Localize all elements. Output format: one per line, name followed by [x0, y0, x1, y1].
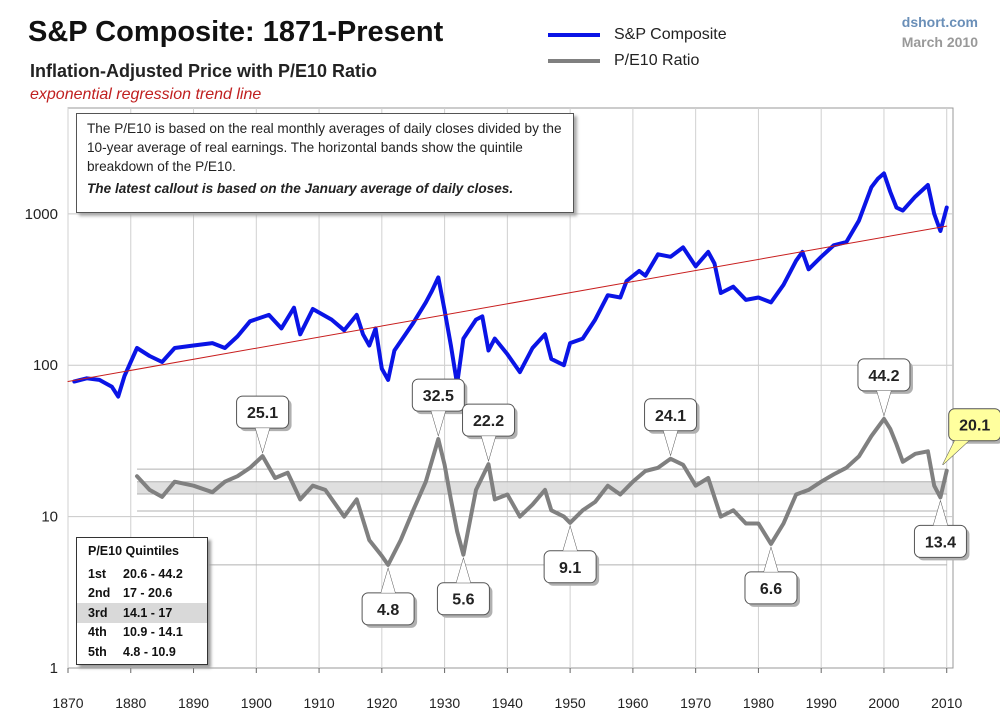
explanation-note: The P/E10 is based on the real monthly a…	[76, 113, 574, 213]
quintile-row: 3rd 14.1 - 17	[77, 603, 207, 623]
x-tick-label: 1880	[115, 695, 146, 711]
legend: S&P Composite P/E10 Ratio	[548, 22, 727, 74]
legend-label-sp: S&P Composite	[614, 26, 727, 43]
quintile-rank: 2nd	[88, 586, 111, 601]
quintiles-table: P/E10 Quintiles 1st 20.6 - 44.2 2nd 17 -…	[76, 537, 208, 665]
source-credit: dshort.com March 2010	[902, 12, 978, 53]
x-tick-label: 1990	[806, 695, 837, 711]
x-tick-label: 1910	[303, 695, 334, 711]
x-tick-label: 1970	[680, 695, 711, 711]
x-tick-label: 2010	[931, 695, 962, 711]
quintile-range: 14.1 - 17	[123, 605, 173, 620]
chart-title: S&P Composite: 1871-Present	[28, 16, 444, 48]
callout-box	[948, 408, 1000, 442]
y-tick-label: 10	[41, 509, 58, 526]
callout-label: 4.8	[377, 602, 399, 619]
callout-pointer-fill	[763, 547, 778, 572]
quintile-row: 2nd 17 - 20.6	[77, 584, 207, 604]
quintile-rank: 3rd	[88, 605, 108, 620]
callout-label: 32.5	[423, 388, 454, 405]
quintile-row: 4th 10.9 - 14.1	[77, 623, 207, 643]
quintile-range: 10.9 - 14.1	[123, 625, 183, 640]
callout-pointer-fill	[933, 501, 948, 526]
callout-label: 13.4	[925, 534, 956, 551]
source-date: March 2010	[901, 34, 978, 51]
x-tick-label: 1940	[492, 695, 523, 711]
x-tick-label: 1900	[241, 695, 272, 711]
sp-composite-line	[72, 171, 949, 399]
quintile-bands	[137, 468, 948, 566]
callout-label: 24.1	[655, 408, 686, 425]
legend-swatch-pe10	[548, 59, 600, 63]
quintile-range: 17 - 20.6	[123, 586, 173, 601]
callout-pointer-fill	[942, 440, 969, 465]
callout-pointer-fill	[563, 526, 578, 551]
pe10-ratio-line	[135, 416, 949, 567]
x-tick-label: 1980	[743, 695, 774, 711]
source-site: dshort.com	[901, 14, 978, 30]
callout-label: 22.2	[473, 413, 504, 430]
quintile-range: 4.8 - 10.9	[123, 644, 176, 659]
callout-label: 44.2	[868, 368, 899, 385]
callout-label: 25.1	[247, 405, 278, 422]
trend-line-note: exponential regression trend line	[30, 86, 262, 103]
legend-swatch-sp	[548, 33, 600, 37]
quintile-rank: 5th	[88, 644, 107, 659]
note-bold-text: The latest callout is based on the Janua…	[87, 181, 514, 196]
quintiles-title: P/E10 Quintiles	[88, 544, 180, 558]
axes: 1 10 100 1000 1870 1880 1890 1900 1910 1920 1930 19…	[25, 206, 963, 711]
callout-pointer-fill	[381, 568, 396, 593]
x-tick-label: 1950	[555, 695, 586, 711]
quintile-row: 5th 4.8 - 10.9	[77, 642, 207, 662]
x-tick-label: 2000	[868, 695, 899, 711]
series-lines	[67, 171, 949, 567]
quintile-range: 20.6 - 44.2	[123, 566, 183, 581]
callout-pointer-fill	[481, 436, 496, 461]
quintile-rank: 1st	[88, 566, 107, 581]
callout-label: 9.1	[559, 560, 581, 577]
trend-line	[67, 225, 948, 382]
callout-label: 6.6	[760, 581, 782, 598]
x-tick-label: 1890	[178, 695, 209, 711]
legend-item-sp: S&P Composite	[548, 22, 727, 48]
callout-pointer-fill	[255, 428, 270, 453]
x-tick-label: 1960	[617, 695, 648, 711]
callout-pointer-fill	[876, 390, 891, 415]
note-text: The P/E10 is based on the real monthly a…	[87, 121, 562, 174]
callout-pointer-fill	[663, 430, 678, 455]
legend-item-pe10: P/E10 Ratio	[548, 48, 727, 74]
callout-pointer-fill	[456, 558, 471, 583]
y-tick-label: 1	[50, 660, 58, 677]
quintile-band-3rd	[137, 481, 948, 495]
y-tick-label: 1000	[25, 206, 58, 223]
callout-pointer-fill	[431, 411, 446, 436]
x-tick-label: 1920	[366, 695, 397, 711]
callout-label: 20.1	[959, 418, 990, 435]
callout-label: 5.6	[452, 592, 474, 609]
x-tick-label: 1930	[429, 695, 460, 711]
quintile-row: 1st 20.6 - 44.2	[77, 564, 207, 584]
legend-label-pe10: P/E10 Ratio	[614, 52, 700, 69]
callouts: 25.1 4.8 32.5 5.6 22.2 9.1 24.1 6.6 44.2 13.4 20.1	[236, 358, 1000, 628]
x-tick-label: 1870	[52, 695, 83, 711]
chart-subtitle: Inflation-Adjusted Price with P/E10 Rati…	[30, 61, 378, 81]
y-tick-label: 100	[33, 357, 58, 374]
quintile-rank: 4th	[88, 625, 107, 640]
